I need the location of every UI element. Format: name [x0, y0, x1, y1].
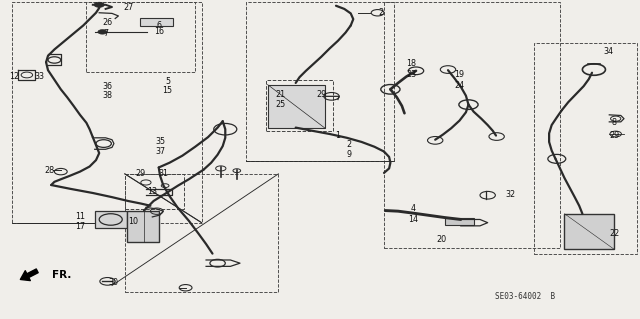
Text: 19: 19: [454, 70, 465, 79]
Text: 30: 30: [109, 278, 119, 287]
Text: 26: 26: [102, 18, 113, 27]
Text: 6: 6: [156, 21, 161, 30]
Text: SE03-64002  B: SE03-64002 B: [495, 293, 555, 301]
Text: 34: 34: [603, 47, 613, 56]
Text: 27: 27: [123, 4, 133, 12]
Bar: [384, 2, 560, 248]
Text: 32: 32: [506, 190, 516, 199]
Text: 21: 21: [275, 90, 285, 99]
Text: 15: 15: [163, 86, 173, 95]
Text: 2: 2: [378, 8, 383, 17]
Text: 29: 29: [316, 90, 326, 99]
Text: 4: 4: [410, 204, 415, 213]
Text: 29: 29: [609, 131, 620, 140]
Text: 35: 35: [155, 137, 165, 146]
Text: 23: 23: [406, 70, 417, 78]
Text: 2: 2: [346, 140, 351, 149]
Text: 29: 29: [136, 169, 146, 178]
Bar: [266, 80, 333, 131]
Circle shape: [98, 30, 107, 34]
Bar: [564, 214, 614, 249]
Bar: [140, 18, 173, 26]
Text: 5: 5: [165, 77, 170, 86]
Text: 33: 33: [35, 72, 45, 81]
Text: 22: 22: [609, 229, 620, 238]
Text: 24: 24: [454, 81, 465, 90]
Text: 9: 9: [346, 150, 351, 159]
Bar: [534, 43, 637, 254]
Bar: [268, 85, 325, 128]
Text: 8: 8: [612, 118, 617, 127]
Bar: [95, 211, 127, 228]
Bar: [12, 2, 202, 223]
Bar: [445, 218, 474, 225]
Text: FR.: FR.: [52, 270, 72, 280]
Text: 1: 1: [335, 131, 340, 140]
Text: 17: 17: [75, 222, 85, 231]
Bar: [125, 174, 278, 292]
Text: 36: 36: [102, 82, 113, 91]
Text: 12: 12: [9, 72, 19, 81]
Text: 10: 10: [128, 217, 138, 226]
Text: 13: 13: [147, 187, 157, 196]
FancyArrowPatch shape: [20, 269, 38, 281]
Text: 31: 31: [158, 169, 168, 178]
Text: 7: 7: [103, 29, 108, 38]
Text: 28: 28: [45, 166, 55, 175]
Text: 38: 38: [102, 91, 113, 100]
Text: 16: 16: [154, 27, 164, 36]
Bar: [125, 174, 184, 209]
Text: 11: 11: [75, 212, 85, 221]
Text: 25: 25: [275, 100, 285, 109]
Text: 18: 18: [406, 59, 417, 68]
Circle shape: [94, 2, 104, 7]
Bar: [246, 2, 394, 161]
Text: 20: 20: [436, 235, 447, 244]
Text: 14: 14: [408, 215, 418, 224]
Bar: [86, 2, 195, 72]
Bar: [127, 211, 159, 242]
Text: 37: 37: [155, 147, 165, 156]
